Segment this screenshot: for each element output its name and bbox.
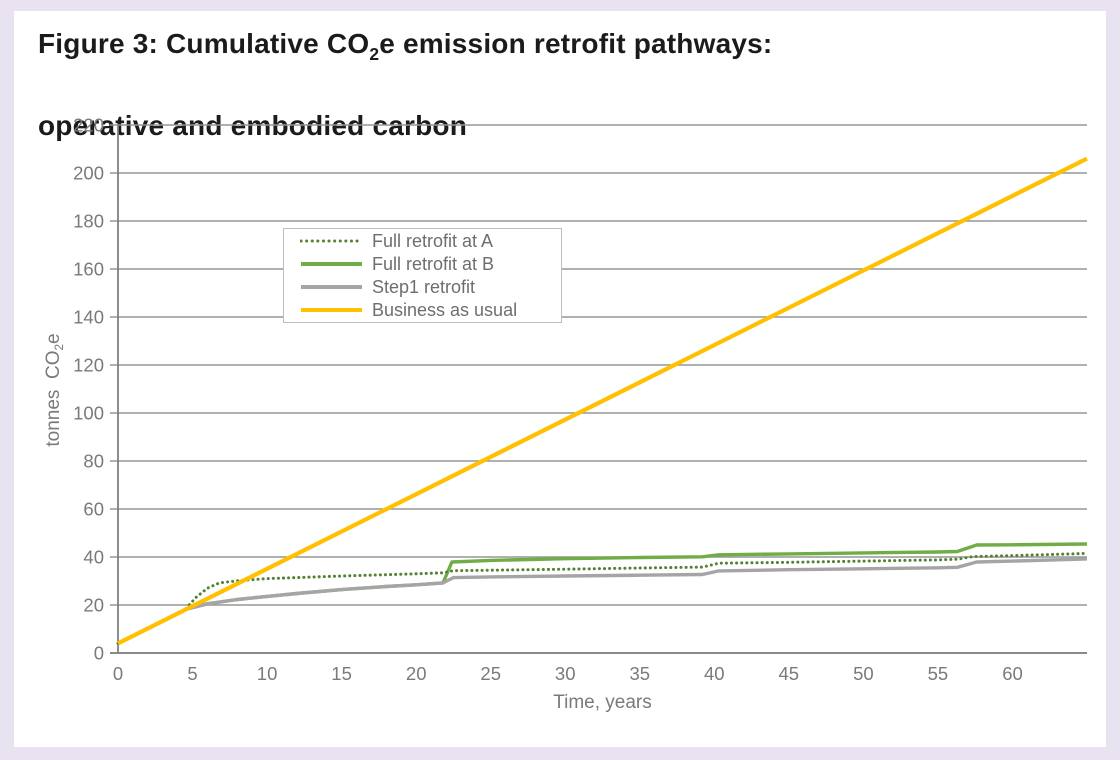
series-step1-retrofit [117, 557, 1088, 645]
legend-item-full-retrofit-at-b: Full retrofit at B [300, 252, 561, 275]
legend-swatch-line-icon [301, 261, 362, 266]
legend-label: Business as usual [372, 300, 518, 321]
legend-swatch-line-icon [301, 285, 362, 290]
x-tick-label-55: 55 [928, 663, 949, 684]
y-tick-label-160: 160 [73, 259, 104, 280]
x-tick-label-60: 60 [1002, 663, 1023, 684]
series-business-as-usual [117, 156, 1088, 646]
legend-swatch-line-icon [300, 239, 363, 243]
legend-label: Full retrofit at A [372, 230, 494, 251]
x-tick-label-5: 5 [187, 663, 197, 684]
legend-label: Full retrofit at B [372, 253, 495, 274]
x-tick-label-30: 30 [555, 663, 576, 684]
x-tick-label-25: 25 [480, 663, 501, 684]
y-tick-label-120: 120 [73, 355, 104, 376]
legend-item-step1-retrofit: Step1 retrofit [300, 276, 561, 299]
x-tick-label-45: 45 [779, 663, 800, 684]
x-tick-label-35: 35 [630, 663, 651, 684]
plot-series [116, 156, 1089, 646]
y-tick-label-180: 180 [73, 211, 104, 232]
y-tick-label-220: 220 [73, 115, 104, 136]
x-tick-label-40: 40 [704, 663, 725, 684]
y-tick-label-80: 80 [83, 451, 104, 472]
x-tick-label-15: 15 [331, 663, 352, 684]
title-subscript: 2 [369, 43, 380, 64]
y-tick-label-100: 100 [73, 403, 104, 424]
chart-panel [14, 11, 1106, 747]
legend-item-full-retrofit-at-a: Full retrofit at A [300, 229, 561, 252]
y-tick-label-40: 40 [83, 547, 104, 568]
y-tick-label-20: 20 [83, 595, 104, 616]
x-axis-title: Time, years [553, 692, 652, 713]
x-tick-label-20: 20 [406, 663, 427, 684]
y-title-subscript: 2 [53, 343, 67, 351]
chart-title-line1: Figure 3: Cumulative CO2e emission retro… [38, 28, 773, 64]
tick-labels: 0 20 40 60 80 100 120 140 160 180 200 220 0 5 10 15 20 25… [73, 115, 1023, 685]
x-tick-label-50: 50 [853, 663, 874, 684]
x-tick-label-10: 10 [257, 663, 278, 684]
y-axis-title: tonnes CO2e [43, 333, 67, 447]
series-full-retrofit-at-a [116, 551, 1089, 645]
chart-title: Figure 3: Cumulative CO2e emission retro… [38, 24, 772, 145]
y-tick-label-140: 140 [73, 307, 104, 328]
legend-item-business-as-usual: Business as usual [300, 299, 561, 322]
legend-swatch-line-icon [301, 308, 362, 313]
y-tick-label-0: 0 [94, 643, 104, 664]
legend-label: Step1 retrofit [372, 277, 476, 298]
axes [110, 125, 1087, 654]
chart-legend: Full retrofit at A Full retrofit at B Step… [283, 228, 562, 323]
x-tick-label-0: 0 [113, 663, 123, 684]
y-tick-label-60: 60 [83, 499, 104, 520]
y-tick-label-200: 200 [73, 163, 104, 184]
